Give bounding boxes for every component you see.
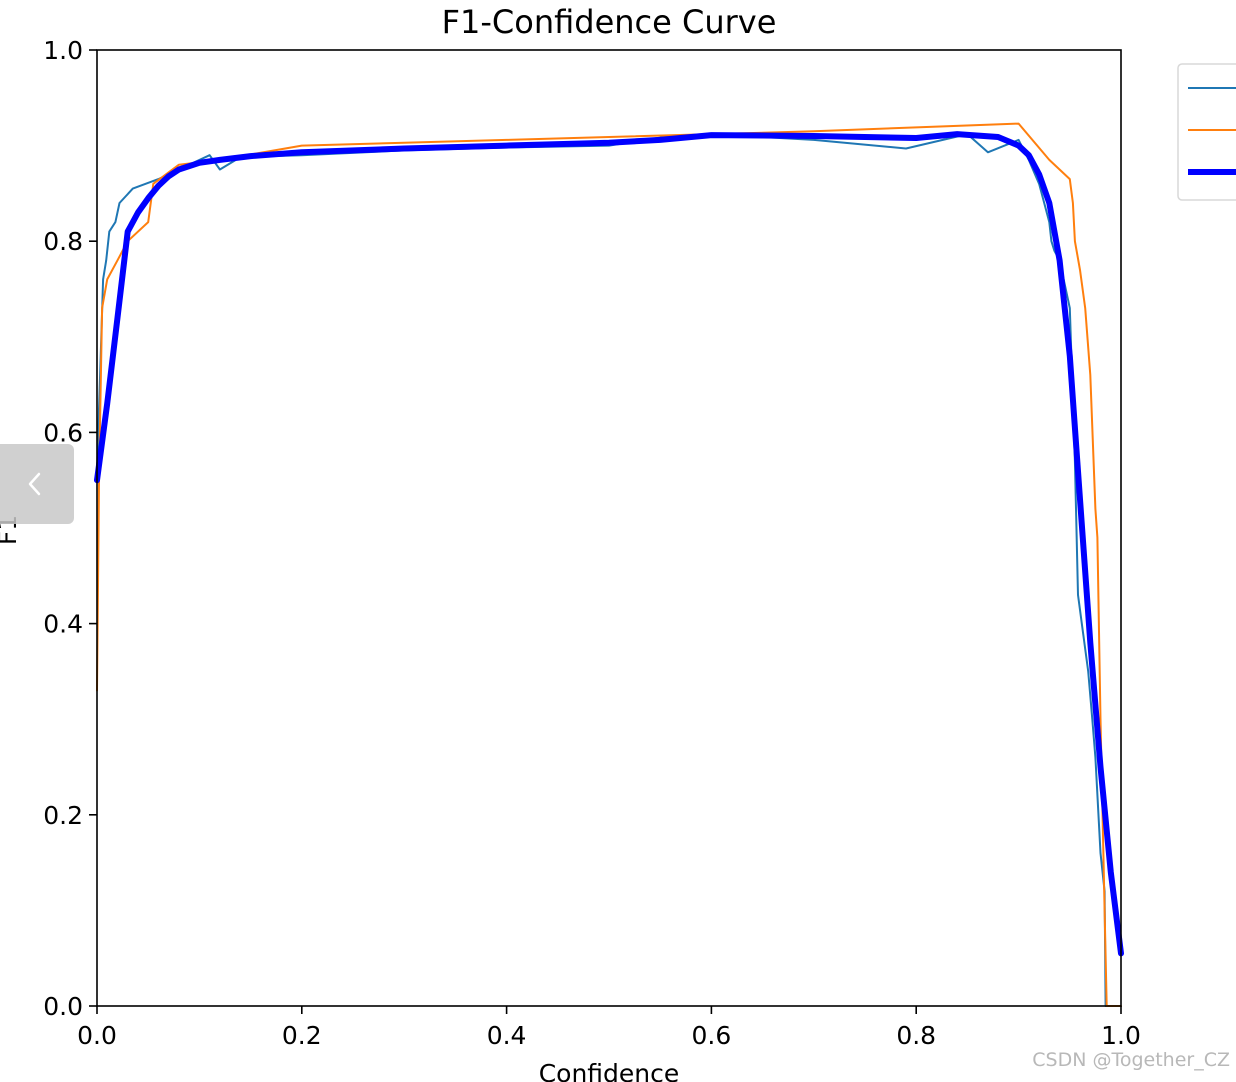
previous-button[interactable]: [0, 444, 74, 524]
x-tick-label: 0.0: [77, 1021, 117, 1050]
chevron-left-icon: [28, 472, 41, 496]
x-tick-label: 0.4: [487, 1021, 527, 1050]
y-tick-label: 0.2: [43, 801, 83, 830]
series-line-2: [96, 122, 1122, 1007]
x-tick-label: 0.6: [692, 1021, 732, 1050]
y-tick-label: 0.4: [43, 610, 83, 639]
x-axis-label: Confidence: [539, 1059, 680, 1082]
y-tick-label: 1.0: [43, 36, 83, 65]
legend-box: [1177, 63, 1236, 201]
y-tick-label: 0.8: [43, 227, 83, 256]
series-layer: [94, 122, 1124, 1007]
plot-frame: [96, 49, 1122, 1007]
series-line-1: [96, 133, 1122, 1007]
y-tick-label: 0.6: [43, 418, 83, 447]
chart-title: F1-Confidence Curve: [442, 3, 777, 41]
watermark: CSDN @Together_CZ: [1032, 1049, 1230, 1071]
y-tick-label: 0.0: [43, 992, 83, 1021]
x-tick-label: 0.8: [896, 1021, 936, 1050]
series-line-3: [94, 131, 1124, 957]
axes-layer: 0.0 0.2 0.4 0.6 0.8 1.0 0.0 0.2 0.4 0.6 0.8 1.0: [43, 36, 1141, 1050]
x-tick-label: 0.2: [282, 1021, 322, 1050]
legend: [1177, 63, 1236, 201]
x-tick-label: 1.0: [1101, 1021, 1141, 1050]
